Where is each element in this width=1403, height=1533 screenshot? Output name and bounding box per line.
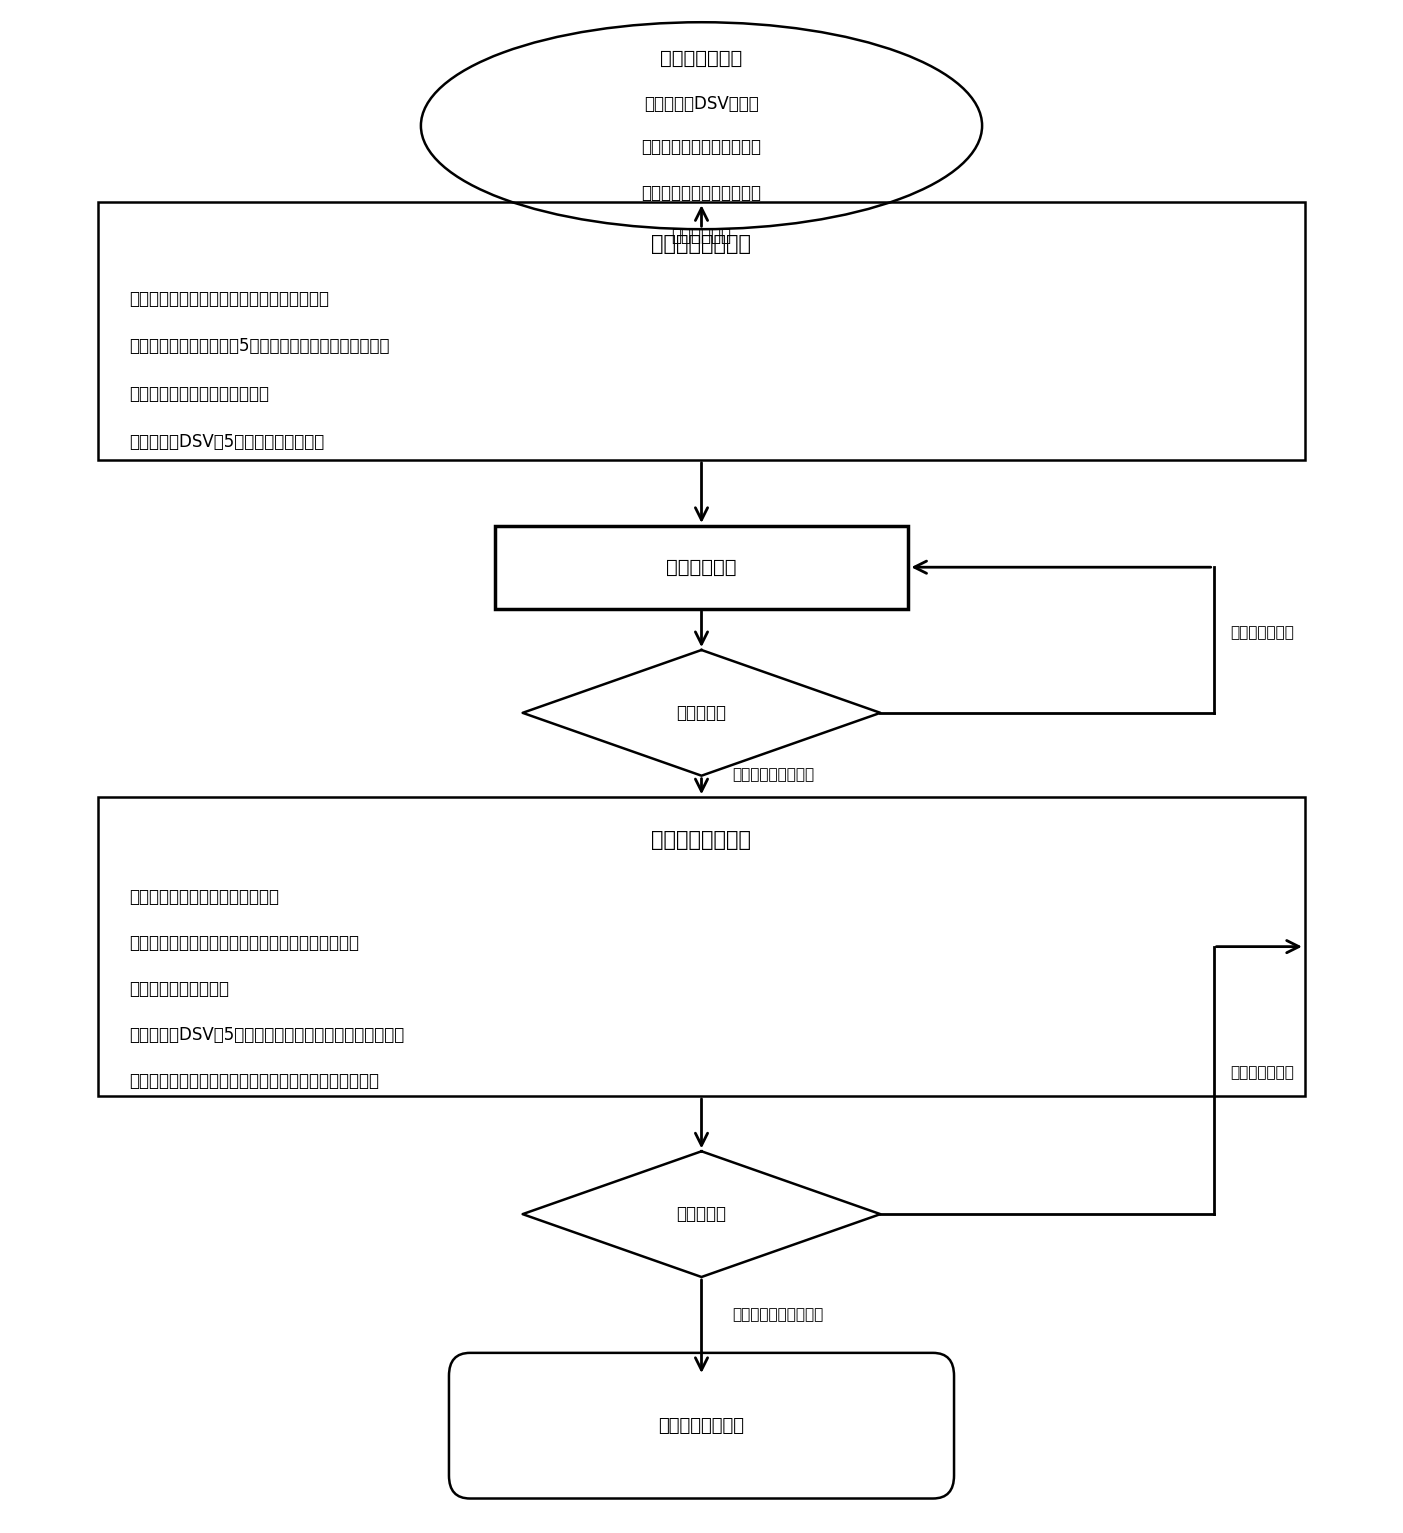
Text: 满足条件？: 满足条件？ [676,1205,727,1223]
Text: 是，输出电流分布图: 是，输出电流分布图 [732,766,815,782]
Text: 线性规划算法: 线性规划算法 [666,558,737,576]
Text: 记录线圈结构参数: 记录线圈结构参数 [658,1416,745,1435]
Text: 系统参数输入：: 系统参数输入： [661,49,742,67]
Text: 目标点：球形成像区域和5高斯椭球区域表面目标点划分；: 目标点：球形成像区域和5高斯椭球区域表面目标点划分； [129,337,390,356]
Text: 将非零电流簇离散成螺线管线圈；: 将非零电流簇离散成螺线管线圈； [129,888,279,906]
Text: 均匀度要求；杂散场要求；: 均匀度要求；杂散场要求； [641,138,762,156]
Text: 网格点：欲布置线圈空间二维连续网格划分；: 网格点：欲布置线圈空间二维连续网格划分； [129,290,330,308]
Text: 目标函数：非零电流区域总体积: 目标函数：非零电流区域总体积 [129,385,269,403]
Text: 否，下一次迭代: 否，下一次迭代 [1230,1065,1295,1081]
Text: 第　步：参数设置: 第 步：参数设置 [651,233,752,254]
Text: 约束条件：DSV和5高斯杂散场磁场约束: 约束条件：DSV和5高斯杂散场磁场约束 [129,432,324,451]
Text: 约束条件：DSV和5高斯杂散场磁场约束、螺线管线圈间轴: 约束条件：DSV和5高斯杂散场磁场约束、螺线管线圈间轴 [129,1026,404,1044]
Text: 目标函数：线圈总体积: 目标函数：线圈总体积 [129,980,229,998]
Text: 满足条件？: 满足条件？ [676,704,727,722]
Text: 向和径向尺寸约束、线圈中最高磁场限制和电流安全欲度: 向和径向尺寸约束、线圈中最高磁场限制和电流安全欲度 [129,1072,379,1090]
Text: 是，输出线圈结构参数: 是，输出线圈结构参数 [732,1306,824,1321]
Text: 否，下一次迭代: 否，下一次迭代 [1230,625,1295,639]
Text: 中心磁场；DSV大小；: 中心磁场；DSV大小； [644,95,759,113]
Text: 优化变量：各线圈的内径、外径及两端部轴向位置；: 优化变量：各线圈的内径、外径及两端部轴向位置； [129,934,359,952]
Text: 第二步：参数设置: 第二步：参数设置 [651,829,752,851]
Text: 给定电流密度: 给定电流密度 [672,227,731,245]
Text: 欲布置线圈空间尺寸限制；: 欲布置线圈空间尺寸限制； [641,184,762,202]
